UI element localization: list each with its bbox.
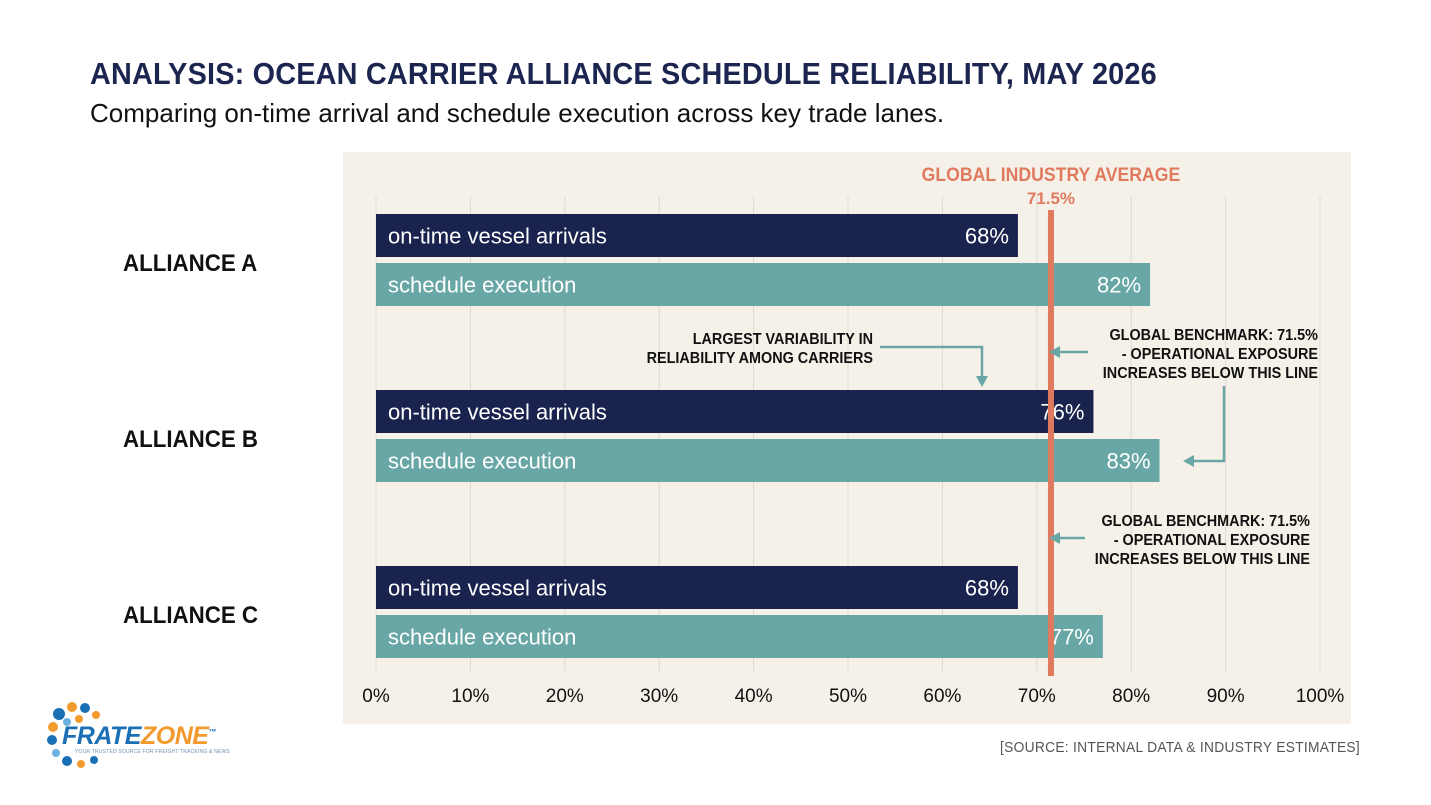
reference-line-group: GLOBAL INDUSTRY AVERAGE 71.5%: [922, 163, 1181, 676]
bar-series-label: schedule execution: [388, 273, 576, 298]
logo-text-b: ZONE: [140, 722, 209, 750]
x-tick-label: 0%: [362, 686, 390, 707]
bar-series-label: on-time vessel arrivals: [388, 224, 607, 249]
page-title: ANALYSIS: OCEAN CARRIER ALLIANCE SCHEDUL…: [90, 56, 1157, 91]
annotation-benchmark-lower-text: GLOBAL BENCHMARK: 71.5%: [1101, 512, 1310, 530]
x-tick-label: 30%: [640, 686, 678, 707]
bar-value-label: 77%: [1050, 625, 1094, 650]
bars: on-time vessel arrivals 68% schedule execu…: [376, 214, 1160, 658]
logo-text-a: FRATE: [62, 722, 141, 750]
category-labels: ALLIANCE A ALLIANCE B ALLIANCE C: [123, 249, 258, 628]
annotation-benchmark-bracket-arrowhead: [1183, 455, 1194, 467]
reference-line: [1047, 210, 1054, 676]
bar-value-label: 76%: [1040, 400, 1084, 425]
logo-wordmark: FRATEZONE™: [62, 722, 216, 751]
annotation-benchmark-lower-text: - OPERATIONAL EXPOSURE: [1114, 531, 1310, 549]
x-tick-label: 60%: [923, 686, 961, 707]
reference-line-label: GLOBAL INDUSTRY AVERAGE: [922, 163, 1181, 185]
annotation-benchmark-lower-arrowhead: [1049, 532, 1060, 544]
annotation-benchmark-upper-text: INCREASES BELOW THIS LINE: [1103, 364, 1318, 382]
bar: [376, 566, 1018, 609]
bar: [376, 439, 1160, 482]
source-note: [SOURCE: INTERNAL DATA & INDUSTRY ESTIMA…: [1000, 739, 1361, 756]
logo-tm: ™: [208, 727, 216, 737]
page-subtitle: Comparing on-time arrival and schedule e…: [90, 98, 945, 128]
annotation-variability-arrow: [880, 345, 984, 376]
x-tick-label: 10%: [451, 686, 489, 707]
annotation-variability-arrowhead: [976, 376, 988, 387]
annotation-variability-text: RELIABILITY AMONG CARRIERS: [647, 349, 873, 367]
category-label: ALLIANCE A: [123, 249, 257, 276]
x-tick-label: 40%: [735, 686, 773, 707]
reference-line-value: 71.5%: [1027, 189, 1075, 208]
annotation-benchmark-bracket: [1194, 386, 1226, 463]
bar: [376, 615, 1103, 658]
bar: [376, 390, 1094, 433]
x-tick-label: 90%: [1207, 686, 1245, 707]
annotation-benchmark-lower-text: INCREASES BELOW THIS LINE: [1095, 550, 1310, 568]
x-axis-ticks: 0% 10% 20% 30% 40% 50% 60% 70% 80% 90% 100%: [362, 686, 1344, 707]
bar-series-label: on-time vessel arrivals: [388, 576, 607, 601]
bar-value-label: 68%: [965, 576, 1009, 601]
fratezone-logo-icon: [47, 702, 100, 768]
bar: [376, 214, 1018, 257]
logo-tagline: YOUR TRUSTED SOURCE FOR FREIGHT TRACKING…: [75, 749, 230, 755]
bar-series-label: schedule execution: [388, 449, 576, 474]
bar-series-label: schedule execution: [388, 625, 576, 650]
bar: [376, 263, 1151, 306]
category-label: ALLIANCE C: [123, 601, 258, 628]
annotation-benchmark-upper-text: GLOBAL BENCHMARK: 71.5%: [1109, 326, 1318, 344]
x-tick-label: 20%: [546, 686, 584, 707]
bar-value-label: 82%: [1097, 273, 1141, 298]
category-label: ALLIANCE B: [123, 425, 258, 452]
annotation-variability-text: LARGEST VARIABILITY IN: [693, 330, 873, 348]
x-tick-label: 80%: [1112, 686, 1150, 707]
x-tick-label: 50%: [829, 686, 867, 707]
x-tick-label: 100%: [1296, 686, 1345, 707]
annotation-benchmark-upper-text: - OPERATIONAL EXPOSURE: [1122, 345, 1318, 363]
annotation-benchmark-upper-arrowhead: [1049, 346, 1060, 358]
x-tick-label: 70%: [1018, 686, 1056, 707]
bar-value-label: 68%: [965, 224, 1009, 249]
bar-series-label: on-time vessel arrivals: [388, 400, 607, 425]
bar-value-label: 83%: [1106, 449, 1150, 474]
